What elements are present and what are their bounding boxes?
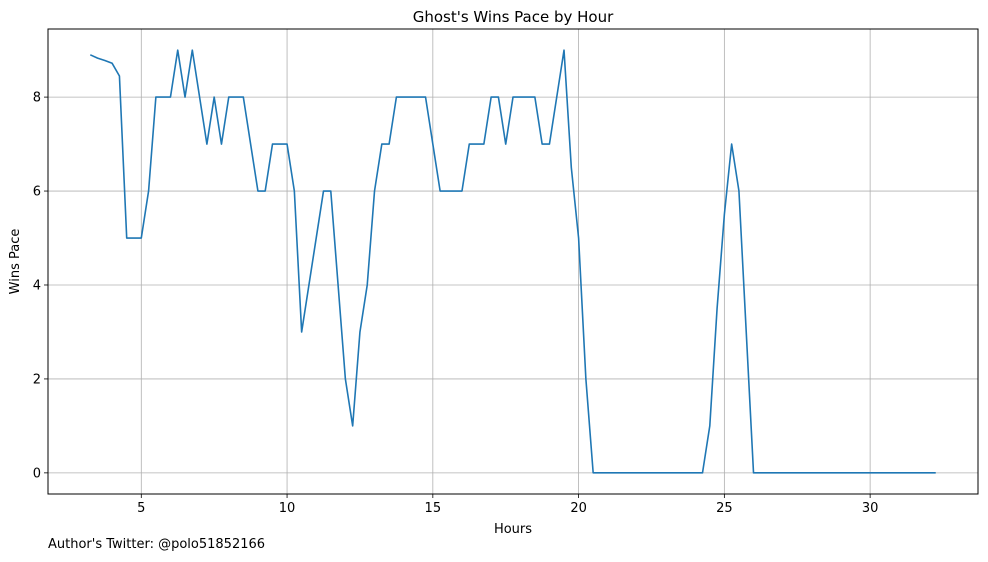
- author-credit: Author's Twitter: @polo51852166: [48, 537, 266, 552]
- y-tick-label: 2: [33, 372, 41, 387]
- y-tick-label: 4: [33, 278, 41, 293]
- plot-area: [47, 28, 979, 495]
- chart-title: Ghost's Wins Pace by Hour: [413, 8, 614, 26]
- grid-lines: [48, 29, 978, 494]
- x-tick-label: 20: [570, 501, 587, 516]
- x-axis-label: Hours: [494, 522, 532, 537]
- y-tick-label: 8: [33, 91, 41, 106]
- axis-ticks: 5 10 15 20 25 30 0 2 4 6 8: [33, 91, 879, 516]
- x-tick-label: 25: [716, 501, 733, 516]
- x-tick-label: 5: [137, 501, 145, 516]
- x-tick-label: 15: [425, 501, 442, 516]
- x-tick-label: 10: [279, 501, 296, 516]
- y-tick-label: 6: [33, 185, 41, 200]
- y-tick-label: 0: [33, 466, 41, 481]
- y-axis-label: Wins Pace: [8, 229, 23, 295]
- x-tick-label: 30: [862, 501, 879, 516]
- series-line-wins-pace: [89, 49, 936, 474]
